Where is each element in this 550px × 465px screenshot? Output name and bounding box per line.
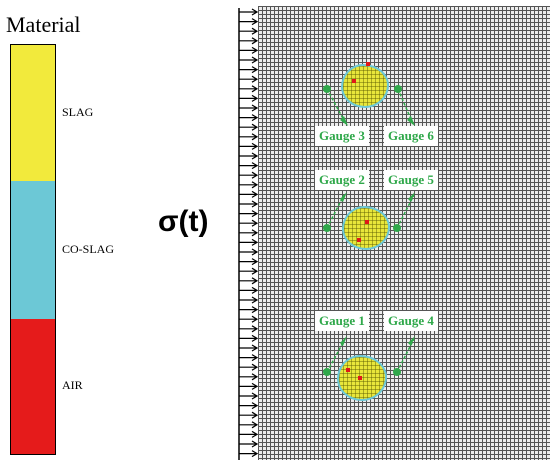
load-arrow: [239, 123, 258, 131]
load-arrow: [239, 238, 258, 246]
gauge-4-label: Gauge 4: [384, 311, 438, 331]
air-point: [365, 220, 369, 224]
load-arrow: [239, 421, 258, 429]
boundary-arrows: [238, 8, 258, 460]
load-arrow: [239, 430, 258, 438]
load-arrow: [239, 133, 258, 141]
load-arrow: [239, 181, 258, 189]
load-arrow: [239, 200, 258, 208]
load-arrow: [239, 286, 258, 294]
load-arrow: [239, 229, 258, 237]
load-arrow: [239, 248, 258, 256]
load-arrow: [239, 37, 258, 45]
load-arrow: [239, 306, 258, 314]
air-point: [366, 62, 370, 66]
load-arrow: [239, 325, 258, 333]
material-legend-bar: [10, 44, 56, 455]
inclusion-middle: [342, 206, 390, 250]
load-arrow: [239, 75, 258, 83]
load-arrow: [239, 277, 258, 285]
load-arrow: [239, 354, 258, 362]
load-arrow: [239, 171, 258, 179]
legend-label-air: AIR: [62, 378, 83, 392]
load-arrow: [239, 392, 258, 400]
load-arrow: [239, 258, 258, 266]
load-arrow: [239, 402, 258, 410]
mesh-grid: [258, 6, 550, 460]
load-arrow: [239, 219, 258, 227]
load-arrow: [239, 8, 258, 16]
legend-swatch-co-slag: [11, 181, 55, 319]
load-arrow: [239, 190, 258, 198]
inclusion-bottom: [337, 355, 387, 401]
load-arrow: [239, 411, 258, 419]
load-arrow: [239, 315, 258, 323]
gauge-3-label: Gauge 3: [315, 126, 369, 146]
legend-swatch-air: [11, 319, 55, 454]
legend-label-co-slag: CO-SLAG: [62, 242, 115, 256]
legend-swatch-slag: [11, 45, 55, 181]
load-arrow: [239, 334, 258, 342]
inclusion-top: [341, 64, 389, 108]
load-arrow: [239, 85, 258, 93]
load-arrow: [239, 296, 258, 304]
load-arrow: [239, 450, 258, 458]
load-arrow: [239, 142, 258, 150]
load-arrow: [239, 440, 258, 448]
gauge-5-label: Gauge 5: [384, 170, 438, 190]
air-point: [346, 368, 350, 372]
load-arrow: [239, 104, 258, 112]
load-arrow: [239, 66, 258, 74]
load-arrow: [239, 210, 258, 218]
load-arrow: [239, 373, 258, 381]
air-point: [358, 376, 362, 380]
load-arrow: [239, 162, 258, 170]
load-arrow: [239, 267, 258, 275]
gauge-2-label: Gauge 2: [315, 170, 369, 190]
legend-title: Material: [6, 12, 81, 37]
gauge-6-label: Gauge 6: [384, 126, 438, 146]
air-point: [352, 79, 356, 83]
air-point: [357, 238, 361, 242]
load-arrow: [239, 114, 258, 122]
load-arrow: [239, 46, 258, 54]
load-arrow: [239, 94, 258, 102]
load-arrow: [239, 18, 258, 26]
load-arrow: [239, 363, 258, 371]
legend-label-slag: SLAG: [62, 105, 94, 119]
load-arrow: [239, 56, 258, 64]
load-arrow: [239, 152, 258, 160]
gauge-1-label: Gauge 1: [315, 311, 369, 331]
load-label: σ(t): [158, 205, 209, 238]
load-arrow: [239, 27, 258, 35]
load-arrow: [239, 382, 258, 390]
load-arrow: [239, 344, 258, 352]
